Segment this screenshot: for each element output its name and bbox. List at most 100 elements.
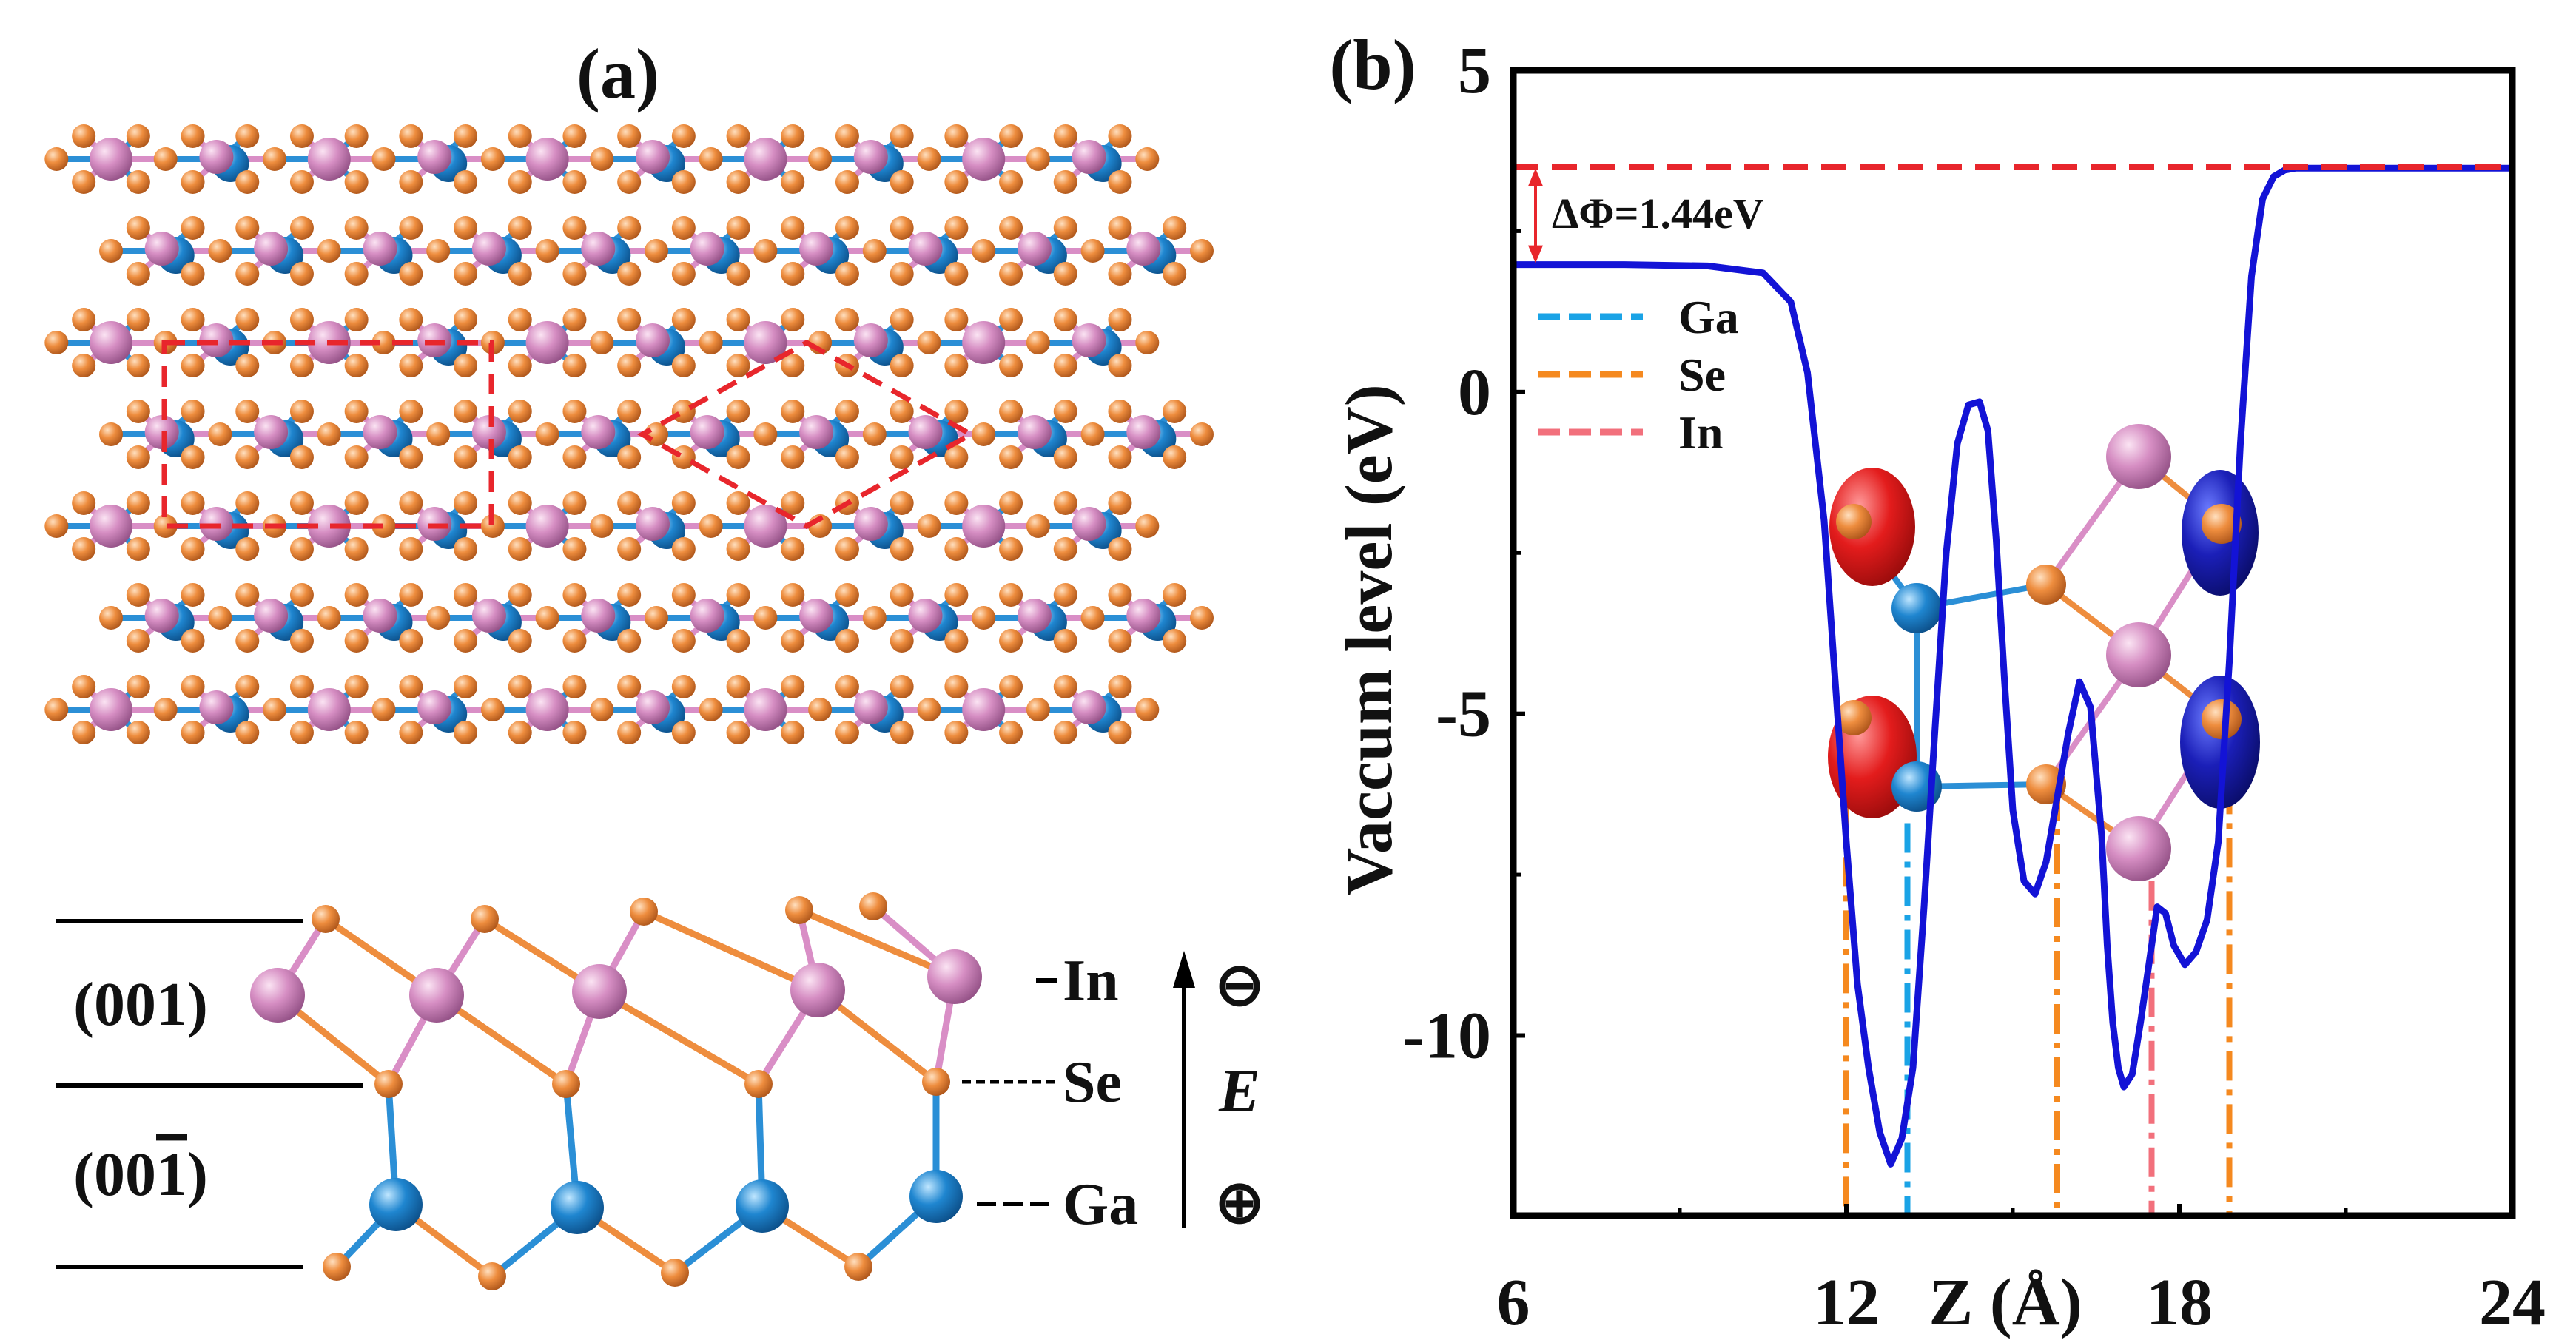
selenium-atom <box>344 354 369 377</box>
x-tick-label: 12 <box>1813 1266 1880 1339</box>
selenium-atom <box>726 445 750 469</box>
selenium-atom <box>399 491 423 515</box>
selenium-atom <box>590 331 614 354</box>
indium-atom <box>962 505 1006 548</box>
selenium-atom <box>344 445 369 469</box>
selenium-atom <box>617 170 642 194</box>
indium-atom <box>471 232 506 266</box>
selenium-atom <box>317 422 341 446</box>
selenium-atom <box>508 537 532 561</box>
selenium-atom <box>726 308 750 331</box>
field-arrow-head <box>1173 951 1195 988</box>
indium-atom <box>744 688 787 731</box>
indium-atom <box>1072 507 1106 541</box>
selenium-atom <box>999 721 1023 744</box>
selenium-atom <box>126 537 150 561</box>
selenium-atom <box>890 583 914 607</box>
indium-atom <box>307 138 351 181</box>
indium-atom <box>636 140 670 174</box>
selenium-atom <box>1108 583 1132 607</box>
field-label: E <box>1218 1057 1260 1125</box>
selenium-atom <box>126 400 150 423</box>
selenium-atom <box>344 583 369 607</box>
selenium-atom <box>781 308 805 331</box>
selenium-atom <box>508 170 532 194</box>
selenium-atom <box>1163 445 1187 469</box>
selenium-atom <box>181 262 205 286</box>
selenium-atom <box>208 422 232 446</box>
selenium-atom <box>562 491 587 515</box>
selenium-atom <box>399 308 423 331</box>
selenium-atom <box>835 170 859 194</box>
selenium-atom <box>289 170 314 194</box>
selenium-atom <box>781 445 805 469</box>
selenium-atom <box>72 308 96 331</box>
selenium-atom <box>508 721 532 744</box>
selenium-atom <box>835 262 859 286</box>
selenium-atom <box>753 422 778 446</box>
selenium-atom <box>944 354 969 377</box>
selenium-atom <box>835 537 859 561</box>
indium-atom <box>525 688 569 731</box>
selenium-atom <box>1108 308 1132 331</box>
selenium-atom <box>862 606 887 630</box>
selenium-atom <box>671 124 696 148</box>
selenium-atom <box>1053 583 1077 607</box>
selenium-atom <box>289 124 314 148</box>
y-axis-label: Vaccum level (eV) <box>1333 384 1406 895</box>
selenium-atom <box>235 445 260 469</box>
indium-atom <box>744 321 787 364</box>
selenium-atom <box>562 262 587 286</box>
selenium-atom <box>671 400 696 423</box>
selenium-atom <box>781 721 805 744</box>
indium-atom <box>471 415 506 449</box>
selenium-atom <box>1080 422 1105 446</box>
selenium-atom <box>726 491 750 515</box>
selenium-atom <box>917 331 941 354</box>
selenium-atom <box>344 491 369 515</box>
selenium-atom <box>399 583 423 607</box>
selenium-atom <box>835 721 859 744</box>
selenium-atom <box>890 675 914 698</box>
selenium-atom <box>399 721 423 744</box>
selenium-atom <box>1108 445 1132 469</box>
selenium-atom <box>645 422 668 446</box>
indium-atom <box>853 690 888 724</box>
selenium-atom <box>617 262 642 286</box>
selenium-atom <box>344 308 369 331</box>
selenium-atom <box>590 514 614 538</box>
selenium-atom <box>661 1259 689 1287</box>
indium-atom <box>2106 622 2171 687</box>
selenium-atom <box>2202 699 2242 739</box>
selenium-atom <box>2026 565 2066 605</box>
selenium-atom <box>808 147 833 171</box>
selenium-atom <box>399 124 423 148</box>
overbar-digit: 1 <box>156 1140 187 1209</box>
selenium-atom <box>289 400 314 423</box>
selenium-atom <box>126 445 150 469</box>
selenium-atom <box>508 308 532 331</box>
selenium-atom <box>999 675 1023 698</box>
selenium-atom <box>235 721 260 744</box>
legend-label: Se <box>1678 349 1726 401</box>
selenium-atom <box>374 1070 403 1098</box>
indium-atom <box>254 599 289 633</box>
selenium-atom <box>944 491 969 515</box>
y-tick-label: 0 <box>1458 356 1491 429</box>
selenium-atom <box>126 170 150 194</box>
indium-atom <box>690 599 724 633</box>
selenium-atom <box>1053 721 1077 744</box>
selenium-atom <box>1163 629 1187 653</box>
selenium-atom <box>399 537 423 561</box>
selenium-atom <box>890 445 914 469</box>
indium-atom <box>853 140 888 174</box>
selenium-atom <box>699 331 723 354</box>
panel-b-label: (b) <box>1329 25 1416 104</box>
y-tick-label: -5 <box>1436 678 1491 751</box>
selenium-atom <box>471 905 499 933</box>
selenium-atom <box>72 675 96 698</box>
selenium-atom <box>890 170 914 194</box>
selenium-atom <box>617 216 642 240</box>
indium-atom <box>525 505 569 548</box>
